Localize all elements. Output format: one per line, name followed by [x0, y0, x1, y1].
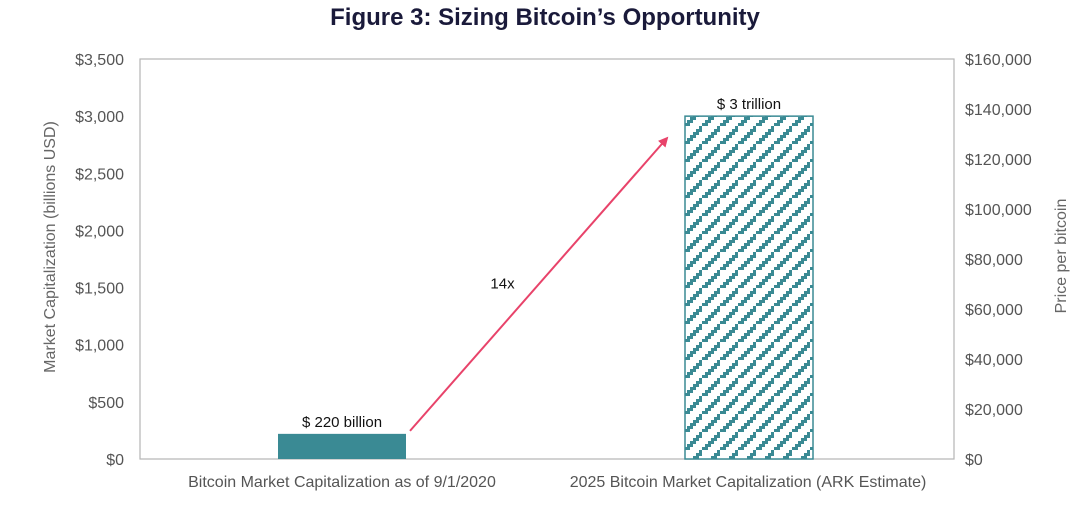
growth-annotation: 14x — [490, 276, 515, 293]
y2-tick-label: $80,000 — [965, 252, 1023, 269]
y-axis-title: Market Capitalization (billions USD) — [42, 121, 59, 373]
y-tick-label: $500 — [88, 395, 124, 412]
y-tick-label: $1,500 — [75, 281, 124, 298]
y-tick-label: $3,500 — [75, 52, 124, 69]
bar — [684, 115, 814, 460]
y-tick-label: $0 — [106, 452, 124, 469]
chart-title: Figure 3: Sizing Bitcoin’s Opportunity — [330, 4, 760, 31]
y-tick-label: $2,000 — [75, 223, 124, 240]
y2-tick-label: $20,000 — [965, 402, 1023, 419]
y-tick-label: $1,000 — [75, 338, 124, 355]
y2-tick-label: $40,000 — [965, 352, 1023, 369]
x-tick-label: 2025 Bitcoin Market Capitalization (ARK … — [570, 474, 927, 491]
data-label: $ 220 billion — [302, 414, 382, 431]
y-tick-label: $2,500 — [75, 166, 124, 183]
data-label: $ 3 trillion — [717, 96, 781, 113]
plot-frame — [139, 58, 955, 460]
y2-axis-title: Price per bitcoin — [1053, 199, 1070, 314]
y2-tick-label: $140,000 — [965, 102, 1032, 119]
growth-arrow — [409, 136, 669, 432]
y2-tick-label: $60,000 — [965, 302, 1023, 319]
x-tick-label: Bitcoin Market Capitalization as of 9/1/… — [188, 474, 496, 491]
y2-tick-label: $120,000 — [965, 152, 1032, 169]
y2-tick-label: $160,000 — [965, 52, 1032, 69]
bar — [278, 433, 406, 459]
y2-tick-label: $0 — [965, 452, 983, 469]
y-tick-label: $3,000 — [75, 109, 124, 126]
y2-tick-label: $100,000 — [965, 202, 1032, 219]
